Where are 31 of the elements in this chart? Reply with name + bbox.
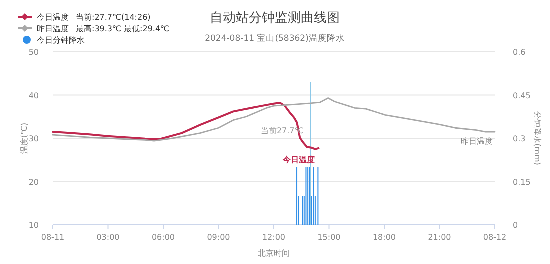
x-tick-label: 12:00 <box>262 233 286 242</box>
y-axis-title: 温度(℃) <box>20 122 29 154</box>
text: 今日温度 <box>282 155 315 164</box>
x-tick-label: 03:00 <box>96 233 120 242</box>
x-tick-label: 18:00 <box>372 233 396 242</box>
x-tick-label: 21:00 <box>428 233 452 242</box>
text: 最高:39.3℃ 最低:29.4℃ <box>76 24 170 34</box>
legend-label: 今日温度 <box>37 13 69 22</box>
y-tick-label: 30 <box>28 134 39 144</box>
legend-label: 昨日温度 <box>37 24 69 34</box>
text: 当前:27.7℃(14:26) <box>76 13 151 22</box>
legend-label: 今日分钟降水 <box>37 36 85 45</box>
x-tick-label: 06:00 <box>152 233 176 242</box>
y2-axis-title: 分钟降水(mm) <box>533 112 542 166</box>
text: 昨日温度 <box>461 137 493 146</box>
y2-tick-label: 0.15 <box>513 178 531 187</box>
x-axis-title: 北京时间 <box>258 249 290 258</box>
x-tick-label: 08-12 <box>483 233 507 242</box>
y-tick-label: 10 <box>28 221 39 230</box>
y-tick-label: 20 <box>28 178 39 187</box>
x-tick-label: 09:00 <box>207 233 230 242</box>
y2-tick-label: 0.6 <box>513 48 526 57</box>
y2-tick-label: 0 <box>513 221 518 230</box>
x-tick-label: 15:00 <box>318 233 341 242</box>
y-tick-label: 50 <box>28 48 39 57</box>
chart-subtitle: 2024-08-11 宝山(58362)温度降水 <box>205 33 345 44</box>
y-tick-label: 40 <box>28 91 39 100</box>
chart-title: 自动站分钟监测曲线图 <box>210 11 340 26</box>
y2-tick-label: 0.3 <box>513 134 526 144</box>
y2-tick-label: 0.45 <box>513 91 531 100</box>
x-tick-label: 08-11 <box>41 233 65 242</box>
